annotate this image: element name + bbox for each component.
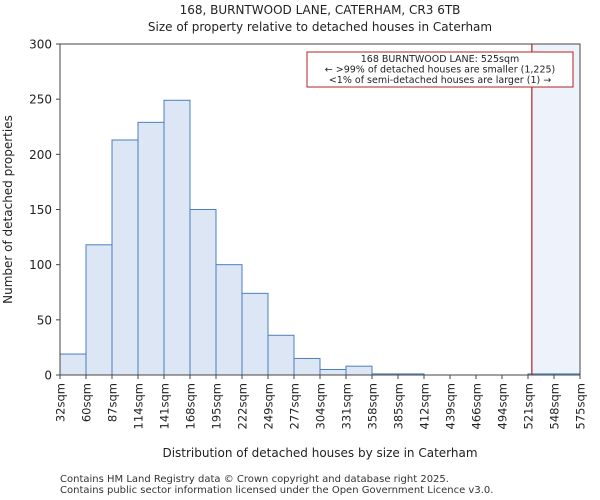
x-tick-label: 575sqm	[574, 383, 588, 429]
x-tick-label: 548sqm	[548, 383, 562, 429]
x-tick-label: 494sqm	[496, 383, 510, 429]
x-tick-label: 222sqm	[236, 383, 250, 429]
annotation-line-2: ← >99% of detached houses are smaller (1…	[325, 65, 556, 76]
histogram-bar	[345, 365, 373, 376]
histogram-bar	[111, 139, 139, 376]
histogram-bar	[163, 99, 191, 376]
x-tick-label: 385sqm	[392, 383, 406, 429]
y-tick-label: 300	[29, 38, 52, 52]
y-tick-label: 200	[29, 148, 52, 162]
histogram-bar	[85, 244, 113, 376]
histogram-bar	[215, 264, 243, 376]
larger-region-shade	[531, 44, 580, 375]
x-tick-label: 32sqm	[54, 383, 68, 422]
footer-line-2: Contains public sector information licen…	[60, 485, 494, 496]
histogram-bar	[293, 357, 321, 376]
footer-line-1: Contains HM Land Registry data © Crown c…	[60, 474, 449, 485]
x-tick-label: 87sqm	[106, 383, 120, 422]
x-tick-label: 358sqm	[366, 383, 380, 429]
y-tick-label: 100	[29, 258, 52, 272]
x-tick-label: 331sqm	[340, 383, 354, 429]
y-axis-label: Number of detached properties	[1, 115, 15, 304]
x-tick-label: 114sqm	[132, 383, 146, 429]
chart-title: 168, BURNTWOOD LANE, CATERHAM, CR3 6TB	[179, 3, 461, 17]
y-tick-label: 150	[29, 203, 52, 217]
x-tick-label: 249sqm	[262, 383, 276, 429]
x-tick-label: 168sqm	[184, 383, 198, 429]
x-tick-label: 412sqm	[418, 383, 432, 429]
y-tick-label: 250	[29, 93, 52, 107]
chart-subtitle: Size of property relative to detached ho…	[147, 20, 493, 34]
y-tick-label: 0	[44, 369, 52, 383]
histogram-bar	[59, 353, 87, 376]
x-tick-label: 60sqm	[80, 383, 94, 422]
histogram-bar	[189, 209, 217, 376]
histogram-bar	[267, 334, 295, 376]
x-tick-label: 141sqm	[158, 383, 172, 429]
annotation-line-3: <1% of semi-detached houses are larger (…	[329, 75, 551, 86]
x-tick-label: 195sqm	[210, 383, 224, 429]
y-tick-label: 50	[37, 313, 52, 327]
x-tick-label: 466sqm	[470, 383, 484, 429]
histogram-bar	[241, 292, 269, 376]
histogram-bar	[137, 121, 165, 376]
x-tick-label: 439sqm	[444, 383, 458, 429]
annotation-box	[306, 51, 574, 88]
x-tick-label: 277sqm	[288, 383, 302, 429]
x-tick-label: 521sqm	[522, 383, 536, 429]
histogram-bar	[319, 368, 347, 376]
x-tick-label: 304sqm	[314, 383, 328, 429]
x-axis-label: Distribution of detached houses by size …	[162, 446, 477, 460]
annotation-line-1: 168 BURNTWOOD LANE: 525sqm	[361, 54, 520, 65]
